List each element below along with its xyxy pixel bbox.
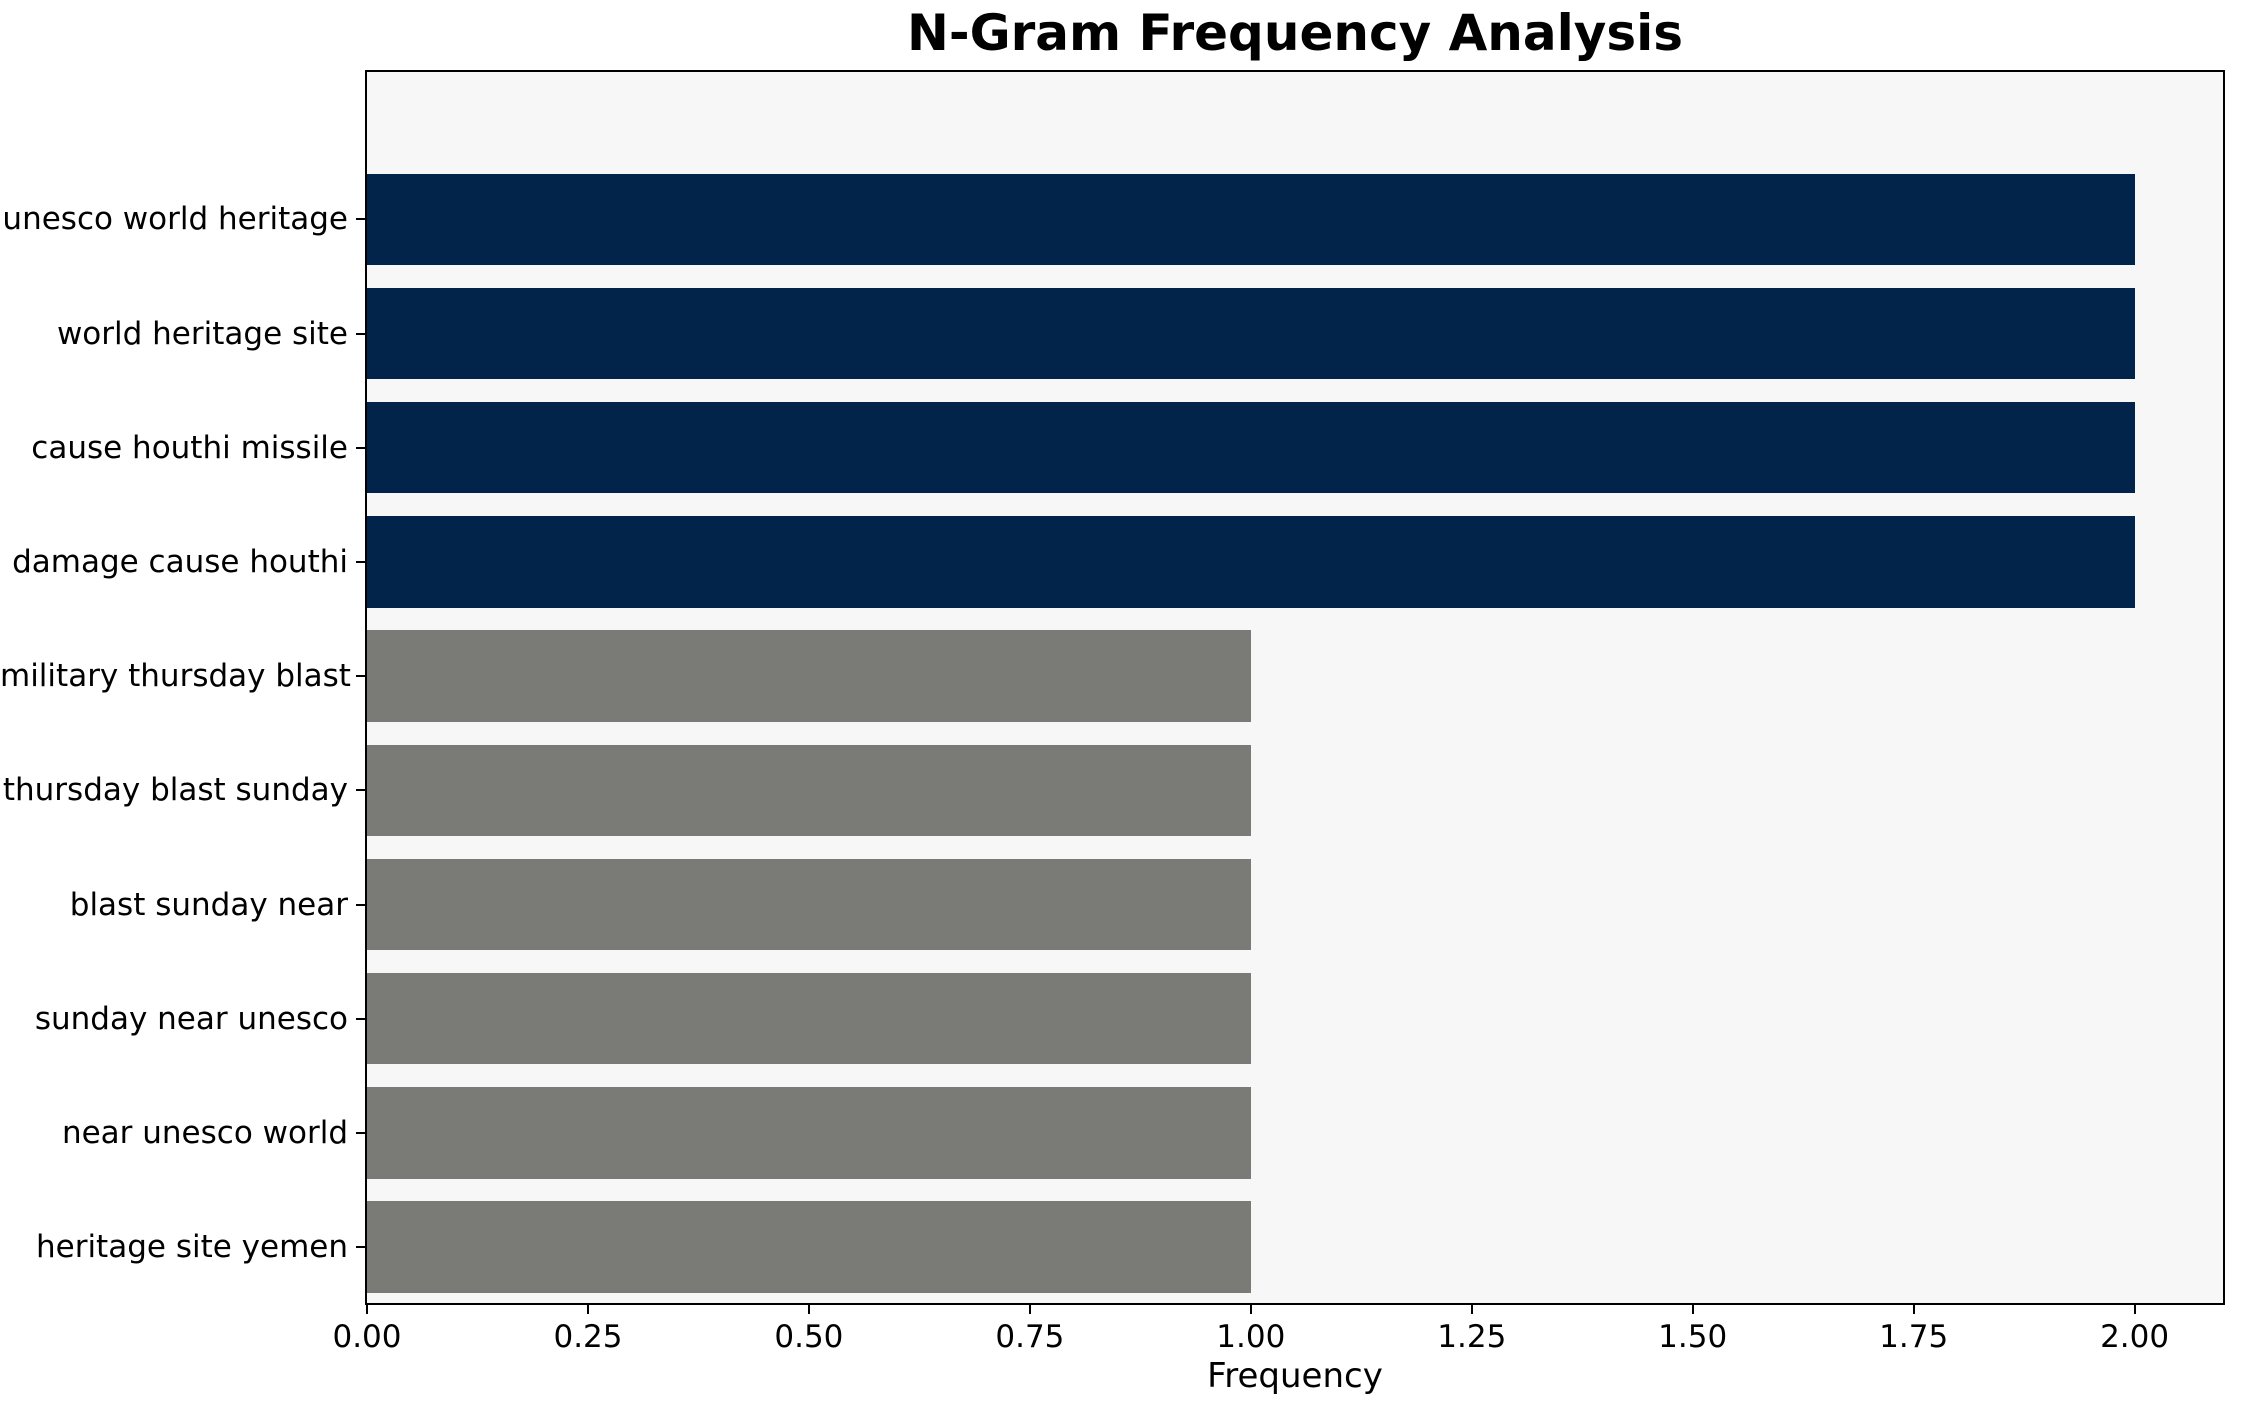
- y-tick-mark: [356, 903, 367, 906]
- y-tick-label: damage cause houthi: [12, 543, 348, 580]
- x-tick-mark: [587, 1303, 589, 1314]
- x-tick-mark: [2133, 1303, 2136, 1314]
- y-tick-label: sunday near unesco: [34, 1000, 348, 1037]
- bar-near-unesco-world: [367, 1087, 1251, 1179]
- bar-sunday-near-unesco: [367, 973, 1251, 1065]
- bar-military-thursday-blast: [367, 630, 1251, 722]
- x-tick-mark: [1912, 1303, 1915, 1314]
- bar-heritage-site-yemen: [367, 1201, 1251, 1293]
- x-tick-label: 2.00: [2100, 1319, 2170, 1355]
- y-tick-mark: [356, 1131, 367, 1134]
- x-tick-label: 1.00: [1216, 1319, 1286, 1355]
- y-tick-mark: [356, 1246, 367, 1248]
- y-tick-mark: [356, 218, 367, 221]
- x-tick-label: 0.75: [995, 1319, 1065, 1355]
- x-tick-label: 1.75: [1879, 1319, 1949, 1355]
- bar-damage-cause-houthi: [367, 516, 2135, 608]
- bar-blast-sunday-near: [367, 858, 1251, 951]
- x-tick-label: 1.50: [1658, 1319, 1728, 1355]
- y-tick-label: heritage site yemen: [35, 1229, 348, 1265]
- bar-unesco-world-heritage: [367, 173, 2135, 265]
- x-tick-mark: [1470, 1303, 1473, 1314]
- y-tick-mark: [356, 446, 367, 449]
- x-tick-mark: [1249, 1303, 1252, 1314]
- x-tick-label: 0.00: [332, 1319, 402, 1355]
- x-tick-label: 0.50: [774, 1319, 844, 1355]
- y-tick-label: cause houthi missile: [31, 429, 348, 466]
- bar-cause-houthi-missile: [367, 402, 2135, 494]
- chart-title: N-Gram Frequency Analysis: [906, 4, 1684, 62]
- x-tick-mark: [1691, 1303, 1694, 1314]
- y-tick-label: unesco world heritage: [2, 201, 348, 238]
- x-tick-mark: [807, 1303, 810, 1314]
- x-tick-label: 1.25: [1437, 1319, 1507, 1355]
- y-tick-mark: [356, 675, 367, 678]
- y-tick-label: military thursday blast: [0, 658, 351, 695]
- x-tick-label: 0.25: [553, 1319, 623, 1355]
- plot-area: [367, 72, 2223, 1303]
- x-tick-mark: [1028, 1303, 1031, 1314]
- y-tick-mark: [356, 332, 367, 335]
- y-tick-label: world heritage site: [56, 315, 348, 352]
- y-tick-mark: [356, 560, 367, 563]
- y-tick-mark: [356, 789, 367, 792]
- bar-world-heritage-site: [367, 287, 2135, 380]
- y-tick-label: thursday blast sunday: [2, 772, 348, 809]
- y-tick-mark: [356, 1017, 367, 1020]
- bar-thursday-blast-sunday: [367, 744, 1251, 836]
- y-tick-label: blast sunday near: [69, 886, 348, 923]
- x-tick-mark: [366, 1303, 368, 1314]
- y-tick-label: near unesco world: [61, 1114, 348, 1151]
- x-axis-title: Frequency: [1207, 1356, 1383, 1396]
